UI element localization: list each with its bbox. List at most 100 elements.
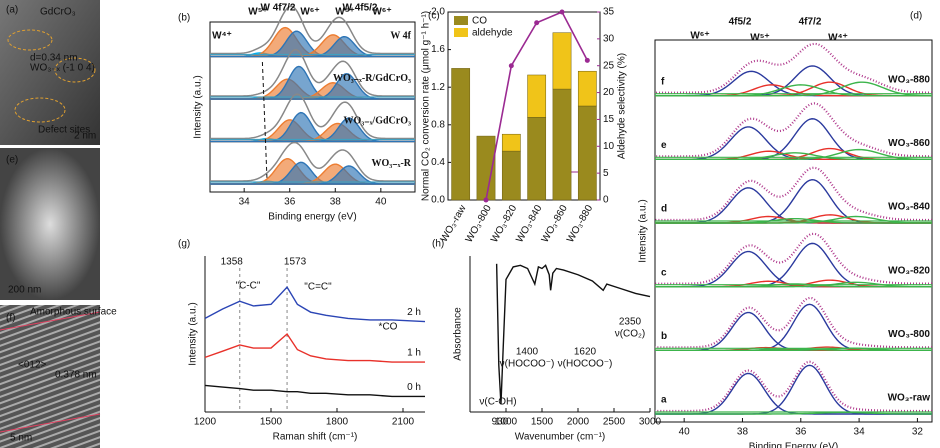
spectrum-label: WO₃-raw	[888, 393, 931, 404]
peak-label: 4f7/2	[799, 17, 822, 28]
spectrum-letter: e	[661, 140, 667, 151]
x-tick-label: 2100	[392, 417, 415, 428]
x-axis-label: Binding Energy (eV)	[749, 442, 839, 448]
bar-segment	[501, 133, 521, 152]
tem-image	[0, 0, 100, 145]
fit-peak	[655, 411, 933, 415]
y-axis-label: Intensity (a.u.)	[638, 199, 649, 262]
spectrum-label: WO₃-840	[888, 202, 930, 213]
panel-label: (a)	[6, 5, 18, 16]
fit-peak	[210, 72, 415, 100]
legend-label: CO	[472, 16, 487, 27]
x-tick-label: 1200	[194, 417, 217, 428]
shift-arrow	[261, 61, 268, 179]
y2-tick-label: 15	[603, 114, 615, 125]
annotation: ν(HOCOO⁻)	[558, 359, 613, 370]
spectrum-label: W 4f	[390, 30, 411, 41]
peak-label: W⁶⁺	[300, 7, 319, 18]
x-axis-label: Binding energy (eV)	[268, 212, 356, 223]
y-axis-label: Normal CO₂ conversion rate (μmol g⁻¹ h⁻¹…	[421, 11, 432, 201]
panel-label: (c)	[428, 11, 440, 22]
fit-peak	[210, 165, 415, 185]
spectrum-label: WO₃₋ₓ-R/GdCrO₃	[333, 73, 411, 84]
y-tick-label: 0.4	[431, 157, 445, 168]
peak-label: W 4f7/2	[260, 3, 295, 14]
image-annotation: Amorphous surface	[30, 307, 117, 318]
peak-label: W⁶⁺	[372, 7, 391, 18]
y2-tick-label: 10	[603, 141, 615, 152]
x-tick-label: 40	[375, 197, 387, 208]
image-annotation: 2 nm	[74, 131, 96, 142]
x-tick-label: 40	[679, 427, 691, 438]
y-tick-label: 0.0	[431, 195, 445, 206]
annotation: *CO	[379, 322, 398, 333]
y-axis-label: Absorbance	[453, 307, 464, 361]
panel-label: (b)	[178, 13, 190, 24]
fit-peak	[210, 117, 415, 143]
y-axis-label: Intensity (a.u.)	[188, 302, 199, 365]
bar-segment	[527, 117, 547, 201]
spectrum-letter: a	[661, 395, 667, 406]
legend-swatch	[454, 16, 468, 25]
x-tick-label: 1000	[495, 417, 518, 428]
x-tick-label: 38	[737, 427, 749, 438]
peak-label: W⁴⁺	[212, 31, 232, 42]
spectrum-label: WO₃-880	[888, 74, 930, 85]
panel-label: (f)	[6, 313, 15, 324]
surface-line	[0, 413, 101, 433]
spectrum-label: WO₃-800	[888, 329, 930, 340]
series-line	[204, 286, 426, 323]
spectrum-letter: c	[661, 267, 667, 278]
y2-tick-label: 5	[603, 168, 609, 179]
annotation: "C-C"	[236, 281, 261, 292]
y2-tick-label: 35	[603, 7, 615, 18]
x-tick-label: 36	[795, 427, 807, 438]
defect-outline	[54, 57, 96, 83]
bar-segment	[552, 88, 572, 201]
bar-segment	[577, 105, 597, 201]
panel-label: (e)	[6, 155, 18, 166]
annotation: "C=C"	[304, 282, 332, 293]
series-label: 1 h	[407, 348, 421, 359]
x-tick-label: 1500	[260, 417, 283, 428]
peak-value: 1358	[221, 257, 244, 268]
x-tick-label: 36	[284, 197, 296, 208]
y2-tick-label: 25	[603, 60, 615, 71]
image-annotation: d=0.34 nm	[30, 53, 78, 64]
peak-label: W⁵⁺	[750, 33, 769, 44]
spectrum-label: WO₃-860	[888, 138, 930, 149]
x-tick-label: 34	[239, 197, 251, 208]
envelope	[655, 42, 933, 94]
peak-label: W⁴⁺	[828, 33, 848, 44]
defect-outline	[7, 29, 53, 51]
y2-tick-label: 0	[603, 195, 609, 206]
fit-peak	[655, 148, 933, 161]
annotation: ν(CO₂)	[615, 329, 646, 340]
series-line	[204, 384, 425, 398]
image-annotation: GdCrO₃	[40, 7, 76, 18]
y-tick-label: 1.2	[431, 82, 445, 93]
annotation: 930	[492, 417, 509, 428]
spectrum-label: WO₃-820	[888, 265, 930, 276]
y2-tick-label: 20	[603, 87, 615, 98]
annotation: 1620	[574, 347, 597, 358]
spectrum-letter: d	[661, 204, 667, 215]
tem-image	[0, 305, 100, 448]
x-axis-label: Raman shift (cm⁻¹)	[273, 432, 358, 443]
legend-label: aldehyde	[472, 28, 513, 39]
x-tick-label: 2000	[567, 417, 590, 428]
x-axis-label: Wavenumber (cm⁻¹)	[515, 432, 605, 443]
annotation: ν(HOCOO⁻)	[500, 359, 555, 370]
envelope	[210, 48, 415, 97]
panel-label: (h)	[432, 239, 444, 250]
bar-segment	[552, 32, 572, 90]
image-annotation: 0.378 nm	[55, 370, 97, 381]
panel-label: (d)	[910, 11, 922, 22]
selectivity-line	[485, 10, 589, 201]
annotation: ν(C-OH)	[479, 397, 516, 408]
bar-segment	[451, 68, 471, 201]
spectrum-label: WO₃₋ₓ/GdCrO₃	[344, 115, 411, 126]
surface-line	[0, 311, 101, 331]
y-tick-label: 0.8	[431, 119, 445, 130]
